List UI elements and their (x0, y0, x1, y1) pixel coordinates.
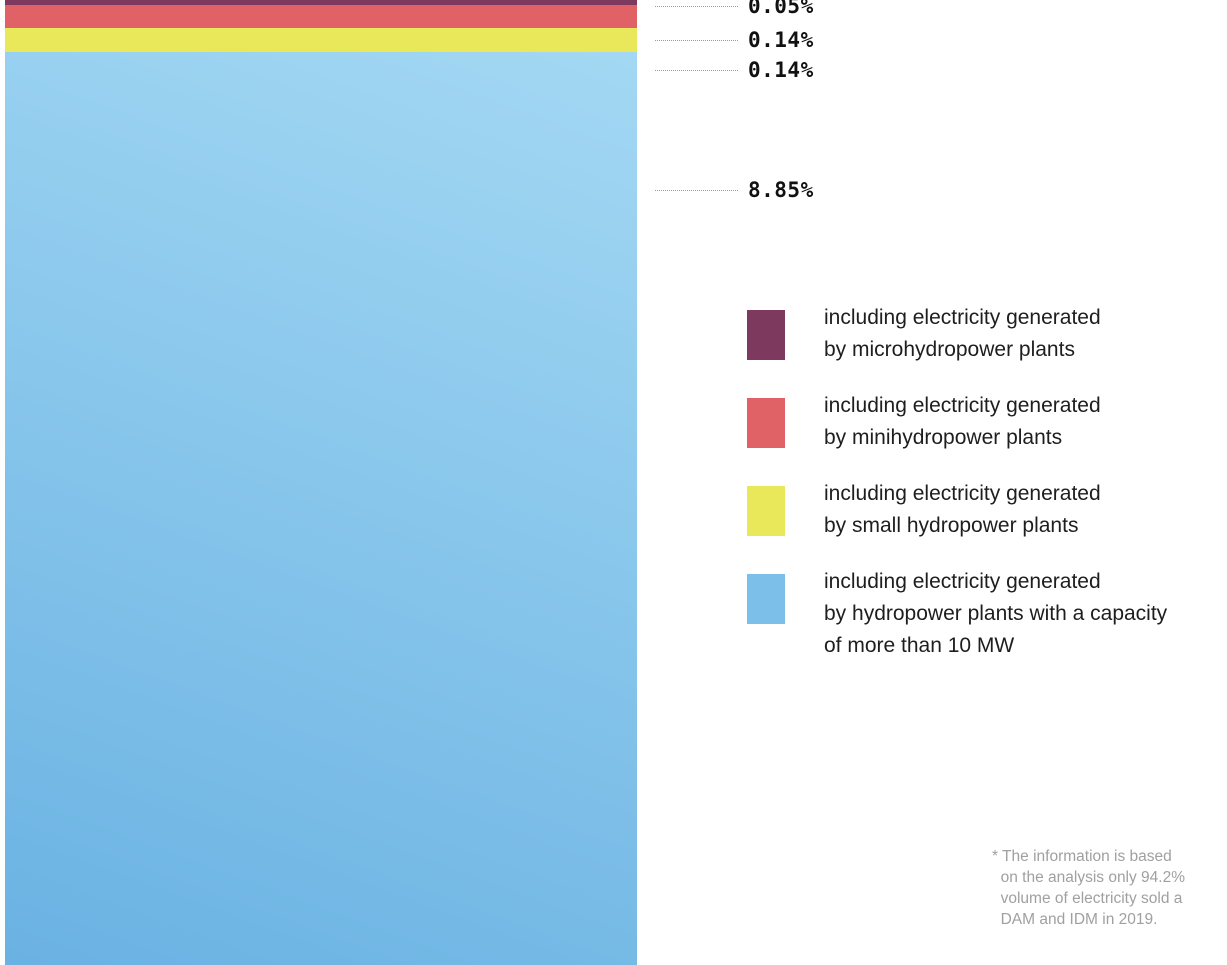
value-callout-large-hydropower: 8.85% (655, 178, 814, 202)
leader-line (655, 69, 738, 71)
leader-line (655, 5, 738, 7)
leader-line (655, 189, 738, 191)
legend-label: including electricity generated by minih… (824, 394, 1101, 449)
stacked-bar (5, 0, 637, 965)
leader-line (655, 39, 738, 41)
value-callout-minihydropower: 0.14% (655, 28, 814, 52)
legend-item-small-hydropower: including electricity generated by small… (747, 482, 1224, 542)
bar-segment-minihydropower (5, 4, 637, 29)
value-label: 0.14% (748, 58, 814, 82)
legend-label: including electricity generated by small… (824, 482, 1101, 537)
legend-item-microhydropower: including electricity generated by micro… (747, 306, 1224, 366)
legend-swatch (747, 486, 785, 536)
value-callout-small-hydropower: 0.14% (655, 58, 814, 82)
legend-item-large-hydropower: including electricity generated by hydro… (747, 570, 1224, 662)
value-callout-microhydropower: 0.05% (655, 0, 814, 18)
bar-segment-large-hydropower (5, 52, 637, 965)
legend-swatch (747, 398, 785, 448)
value-label: 0.05% (748, 0, 814, 19)
bar-segment-microhydropower (5, 0, 637, 5)
legend-label: including electricity generated by micro… (824, 306, 1101, 361)
footnote: * The information is based on the analys… (992, 848, 1186, 928)
value-label: 0.14% (748, 28, 814, 52)
legend-label: including electricity generated by hydro… (824, 570, 1168, 657)
legend-swatch (747, 574, 785, 624)
value-label: 8.85% (748, 178, 814, 202)
bar-segment-small-hydropower (5, 28, 637, 53)
legend-swatch (747, 310, 785, 360)
legend-item-minihydropower: including electricity generated by minih… (747, 394, 1224, 454)
